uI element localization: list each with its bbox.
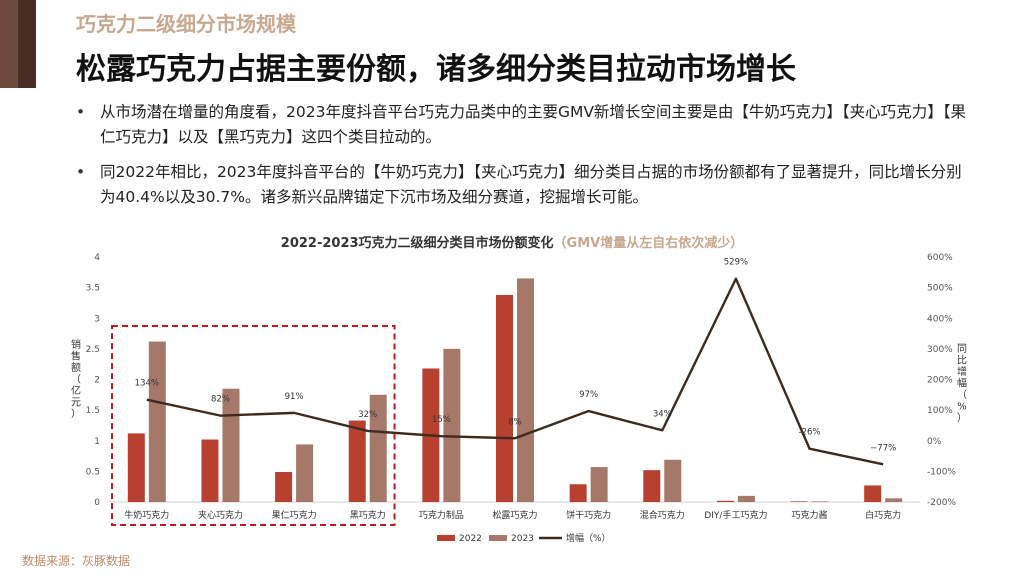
- accent-bar: [0, 0, 18, 88]
- y-tick-label: 1: [94, 437, 100, 447]
- growth-data-label: 529%: [724, 258, 748, 268]
- y2-tick-label: 100%: [927, 406, 953, 416]
- bar-2023: [296, 444, 314, 502]
- bar-2022: [201, 439, 219, 502]
- chart-title: 2022-2023巧克力二级细分类目市场份额变化（GMV增量从左自右依次减少）: [0, 232, 1024, 251]
- x-tick-label: 白巧克力: [865, 509, 901, 521]
- y-tick-label: 1.5: [86, 406, 100, 416]
- x-tick-label: DIY/手工巧克力: [704, 509, 767, 521]
- x-tick-label: 夹心巧克力: [198, 509, 243, 521]
- growth-data-label: 32%: [358, 410, 377, 420]
- growth-data-label: 97%: [579, 390, 598, 400]
- bar-2022: [275, 471, 293, 502]
- y-tick-label: 2.5: [86, 345, 100, 355]
- x-tick-label: 牛奶巧克力: [124, 509, 169, 521]
- page-title: 松露巧克力占据主要份额，诸多细分类目拉动市场增长: [76, 52, 796, 87]
- bar-2023: [443, 348, 461, 502]
- y2-tick-label: 300%: [927, 345, 953, 355]
- x-tick-label: 巧克力制品: [419, 509, 464, 521]
- chart-title-main: 2022-2023巧克力二级细分类目市场份额变化: [280, 236, 554, 251]
- y-axis-title: 销售额（亿元）: [71, 338, 81, 420]
- y2-axis-title: 同比增幅（%）: [957, 343, 967, 424]
- legend-label-growth: 增幅（%）: [566, 532, 611, 544]
- legend-label-2022: 2022: [459, 534, 482, 544]
- growth-data-label: 134%: [135, 379, 159, 389]
- y-tick-label: 2: [94, 376, 100, 386]
- bar-2023: [517, 278, 534, 502]
- bar-2023: [664, 459, 682, 502]
- y2-tick-label: 600%: [927, 253, 953, 263]
- growth-data-label: 82%: [211, 395, 230, 405]
- bar-2023: [590, 467, 608, 502]
- x-tick-label: 巧克力酱: [792, 509, 828, 521]
- legend-label-2023: 2023: [511, 534, 534, 544]
- y2-tick-label: 500%: [927, 284, 953, 294]
- legend-swatch-2023: [489, 535, 507, 541]
- bar-2023: [222, 388, 240, 502]
- bullet-item-1: 从市场潜在增量的角度看，2023年度抖音平台巧克力品类中的主要GMV新增长空间主…: [70, 100, 970, 150]
- bar-2022: [864, 485, 882, 502]
- y-tick-label: 3.5: [86, 284, 100, 294]
- y2-tick-label: 0%: [927, 437, 942, 447]
- x-tick-label: 松露巧克力: [492, 509, 537, 521]
- section-kicker: 巧克力二级细分市场规模: [76, 12, 296, 36]
- growth-data-label: 91%: [285, 392, 304, 402]
- bar-2022: [348, 420, 366, 502]
- bar-2023: [737, 495, 755, 502]
- source-note: 数据来源：灰豚数据: [22, 554, 131, 568]
- bar-2022: [643, 470, 661, 502]
- chart-title-sub: （GMV增量从左自右依次减少）: [553, 236, 744, 251]
- growth-data-label: 15%: [432, 415, 451, 425]
- y2-tick-label: -200%: [927, 498, 956, 508]
- x-tick-label: 黑巧克力: [350, 509, 386, 521]
- x-tick-label: 混合巧克力: [640, 509, 685, 521]
- y-tick-label: 0: [94, 498, 100, 508]
- bar-2022: [496, 294, 513, 502]
- growth-data-label: 34%: [653, 409, 672, 419]
- y-tick-label: 0.5: [86, 467, 100, 477]
- growth-line: [146, 277, 884, 466]
- bullet-list: 从市场潜在增量的角度看，2023年度抖音平台巧克力品类中的主要GMV新增长空间主…: [70, 100, 970, 220]
- legend-swatch-2022: [437, 535, 455, 541]
- accent-bar-dark: [18, 0, 36, 88]
- bullet-item-2: 同2022年相比，2023年度抖音平台的【牛奶巧克力】【夹心巧克力】细分类目占据…: [70, 160, 970, 210]
- bar-2023: [885, 498, 903, 502]
- y-tick-label: 3: [94, 314, 100, 324]
- x-tick-label: 饼干巧克力: [566, 509, 611, 521]
- growth-data-label: −77%: [870, 443, 896, 453]
- x-tick-label: 果仁巧克力: [272, 509, 317, 521]
- bar-2022: [569, 484, 587, 502]
- bar-2023: [811, 501, 829, 502]
- y2-tick-label: -100%: [927, 467, 956, 477]
- bar-2022: [790, 501, 808, 502]
- y-tick-label: 4: [94, 253, 100, 263]
- bar-2022: [716, 500, 734, 502]
- bar-2023: [148, 341, 166, 502]
- growth-data-label: 8%: [508, 417, 522, 427]
- bar-2023: [369, 394, 387, 502]
- growth-data-label: -26%: [799, 428, 821, 438]
- y2-tick-label: 200%: [927, 376, 953, 386]
- y2-tick-label: 400%: [927, 314, 953, 324]
- highlight-box: [111, 325, 396, 526]
- bar-2022: [127, 433, 145, 502]
